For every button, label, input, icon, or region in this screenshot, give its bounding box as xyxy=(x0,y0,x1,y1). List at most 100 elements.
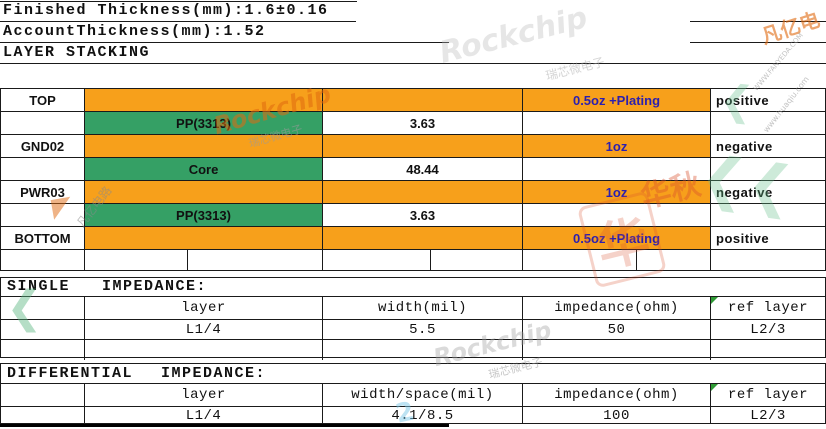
layer-name-cell[interactable]: TOP xyxy=(1,89,85,111)
empty-cell[interactable] xyxy=(85,340,323,360)
border-line-thick xyxy=(0,424,449,427)
empty-cell[interactable] xyxy=(323,340,523,360)
empty-cell[interactable] xyxy=(711,158,825,180)
col-header-ref-layer[interactable]: ref layer xyxy=(711,297,825,319)
empty-cell[interactable] xyxy=(1,158,85,180)
stackup-row-pwr03: PWR03 1oz negative xyxy=(1,181,825,204)
title-word: IMPEDANCE: xyxy=(161,365,267,382)
empty-cell[interactable] xyxy=(523,204,711,226)
differential-impedance-data-row: L1/4 4.1/8.5 100 L2/3 xyxy=(1,407,825,424)
empty-cell[interactable] xyxy=(1,250,85,270)
layer-name-cell[interactable]: GND02 xyxy=(1,135,85,157)
col-header-width-space[interactable]: width/space(mil) xyxy=(323,384,523,406)
title-word: SINGLE xyxy=(7,278,71,295)
single-impedance-header-row: layer width(mil) impedance(ohm) ref laye… xyxy=(1,297,825,320)
thickness-cell[interactable]: 48.44 xyxy=(323,158,523,180)
border-line xyxy=(0,63,826,64)
copper-band-cell[interactable] xyxy=(323,181,523,203)
empty-cell[interactable] xyxy=(431,250,523,270)
copper-weight-cell[interactable]: 0.5oz +Plating xyxy=(523,89,711,111)
layer-stacking-title: LAYER STACKING xyxy=(3,44,151,61)
polarity-cell[interactable]: negative xyxy=(716,138,773,154)
empty-cell[interactable] xyxy=(85,250,188,270)
col-header-width[interactable]: width(mil) xyxy=(323,297,523,319)
impedance-cell[interactable]: 100 xyxy=(523,407,711,424)
border-line xyxy=(690,21,826,22)
empty-cell[interactable] xyxy=(523,158,711,180)
stackup-row-top: TOP 0.5oz +Plating positive xyxy=(1,89,825,112)
empty-cell[interactable] xyxy=(1,204,85,226)
material-cell[interactable]: PP(3313) xyxy=(85,112,323,134)
empty-cell[interactable] xyxy=(1,112,85,134)
header-text: ref layer xyxy=(727,387,809,403)
empty-cell[interactable] xyxy=(1,384,85,406)
width-cell[interactable]: 5.5 xyxy=(323,320,523,339)
material-cell[interactable]: Core xyxy=(85,158,323,180)
layer-name-cell[interactable]: BOTTOM xyxy=(1,227,85,249)
stackup-row-bottom: BOTTOM 0.5oz +Plating positive xyxy=(1,227,825,250)
empty-cell[interactable] xyxy=(711,204,825,226)
empty-cell[interactable] xyxy=(1,320,85,339)
col-header-impedance[interactable]: impedance(ohm) xyxy=(523,297,711,319)
cell-flag-icon xyxy=(711,384,718,391)
copper-band-cell[interactable] xyxy=(85,89,323,111)
thickness-cell[interactable]: 3.63 xyxy=(323,204,523,226)
empty-cell[interactable] xyxy=(711,250,825,270)
layer-stacking-table: TOP 0.5oz +Plating positive PP(3313) 3.6… xyxy=(0,88,826,271)
width-space-cell[interactable]: 4.1/8.5 xyxy=(323,407,523,424)
polarity-cell[interactable]: negative xyxy=(716,184,773,200)
border-line xyxy=(0,42,449,43)
title-word: IMPEDANCE: xyxy=(102,278,208,295)
layer-cell[interactable]: L1/4 xyxy=(85,320,323,339)
stackup-row-dielectric: PP(3313) 3.63 xyxy=(1,112,825,135)
empty-cell[interactable] xyxy=(711,340,825,360)
col-header-impedance[interactable]: impedance(ohm) xyxy=(523,384,711,406)
polarity-cell[interactable]: positive xyxy=(716,92,770,108)
account-thickness-row[interactable]: AccountThickness(mm):1.52 xyxy=(0,21,826,42)
ref-layer-cell[interactable]: L2/3 xyxy=(750,321,786,338)
empty-cell[interactable] xyxy=(523,250,637,270)
layer-stacking-title-row[interactable]: LAYER STACKING xyxy=(0,42,826,63)
empty-cell[interactable] xyxy=(1,340,85,360)
title-word: DIFFERENTIAL xyxy=(7,365,134,382)
single-impedance-title[interactable]: SINGLE IMPEDANCE: xyxy=(1,278,825,297)
copper-band-cell[interactable] xyxy=(85,135,323,157)
thickness-cell[interactable]: 3.63 xyxy=(323,112,523,134)
border-line xyxy=(0,1,357,2)
empty-cell[interactable] xyxy=(188,250,323,270)
empty-cell[interactable] xyxy=(323,250,431,270)
layer-cell[interactable]: L1/4 xyxy=(85,407,323,424)
empty-cell[interactable] xyxy=(1,297,85,319)
empty-cell[interactable] xyxy=(711,112,825,134)
copper-weight-cell[interactable]: 1oz xyxy=(523,181,711,203)
copper-band-cell[interactable] xyxy=(323,227,523,249)
single-impedance-empty-row xyxy=(1,340,825,360)
impedance-cell[interactable]: 50 xyxy=(523,320,711,339)
layer-name-cell[interactable]: PWR03 xyxy=(1,181,85,203)
empty-cell[interactable] xyxy=(523,340,711,360)
cell-flag-icon xyxy=(711,297,718,304)
col-header-ref-layer[interactable]: ref layer xyxy=(711,384,825,406)
copper-band-cell[interactable] xyxy=(85,181,323,203)
material-cell[interactable]: PP(3313) xyxy=(85,204,323,226)
stackup-row-dielectric: PP(3313) 3.63 xyxy=(1,204,825,227)
copper-weight-cell[interactable]: 1oz xyxy=(523,135,711,157)
col-header-layer[interactable]: layer xyxy=(85,384,323,406)
header-text: ref layer xyxy=(727,300,809,316)
differential-impedance-title[interactable]: DIFFERENTIAL IMPEDANCE: xyxy=(1,364,825,384)
differential-impedance-table: DIFFERENTIAL IMPEDANCE: layer width/space… xyxy=(0,363,826,424)
copper-band-cell[interactable] xyxy=(323,135,523,157)
differential-impedance-header-row: layer width/space(mil) impedance(ohm) re… xyxy=(1,384,825,407)
copper-band-cell[interactable] xyxy=(85,227,323,249)
copper-band-cell[interactable] xyxy=(323,89,523,111)
col-header-layer[interactable]: layer xyxy=(85,297,323,319)
stackup-row-gnd02: GND02 1oz negative xyxy=(1,135,825,158)
ref-layer-cell[interactable]: L2/3 xyxy=(750,407,786,424)
empty-cell[interactable] xyxy=(1,407,85,424)
finished-thickness-row[interactable]: Finished Thickness(mm):1.6±0.16 xyxy=(0,0,826,21)
polarity-cell[interactable]: positive xyxy=(716,230,770,246)
stackup-row-dielectric: Core 48.44 xyxy=(1,158,825,181)
empty-cell[interactable] xyxy=(523,112,711,134)
empty-cell[interactable] xyxy=(637,250,711,270)
copper-weight-cell[interactable]: 0.5oz +Plating xyxy=(523,227,711,249)
